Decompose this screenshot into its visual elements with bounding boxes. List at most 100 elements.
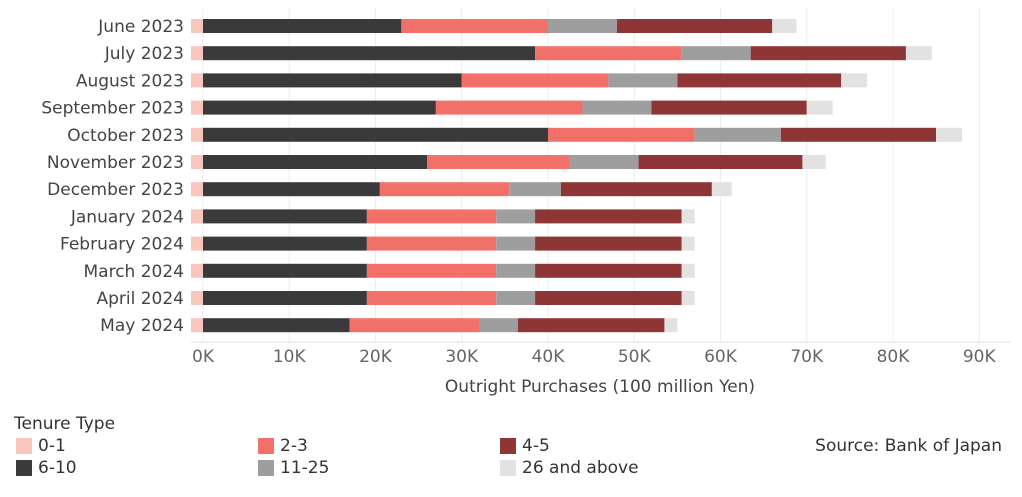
legend-label: 4-5 bbox=[522, 436, 550, 456]
legend-item: 0-1 bbox=[16, 436, 66, 456]
category-label: May 2024 bbox=[100, 316, 184, 336]
bar-segment bbox=[548, 127, 695, 142]
bar-segment bbox=[509, 182, 561, 197]
legend-swatch bbox=[500, 460, 516, 476]
legend-swatch bbox=[258, 438, 274, 454]
bar-segment bbox=[191, 209, 203, 224]
legend-label: 11-25 bbox=[280, 458, 330, 478]
legend-item: 11-25 bbox=[258, 458, 329, 478]
category-label: January 2024 bbox=[70, 207, 184, 227]
bar-segment bbox=[681, 291, 695, 305]
bar-segment bbox=[535, 46, 682, 61]
bar-segment bbox=[203, 209, 367, 224]
bar-segment bbox=[191, 155, 203, 169]
bar-segment bbox=[401, 19, 548, 33]
bar-segment bbox=[535, 236, 682, 251]
bar-segment bbox=[535, 263, 682, 278]
bar-segment bbox=[608, 73, 678, 88]
bar-segment bbox=[617, 19, 773, 33]
bar-segment bbox=[203, 291, 367, 305]
bar-segment bbox=[517, 318, 665, 333]
legend-item: 6-10 bbox=[16, 458, 77, 478]
x-tick-label: 50K bbox=[618, 347, 652, 367]
bar-segment bbox=[681, 263, 695, 278]
bar-segment bbox=[750, 46, 906, 61]
category-label: March 2024 bbox=[84, 262, 185, 282]
bar-segment bbox=[203, 155, 428, 169]
bar-segment bbox=[569, 155, 639, 169]
legend-item: 4-5 bbox=[500, 436, 550, 456]
bar-segment bbox=[780, 127, 937, 142]
bar-segment bbox=[496, 291, 536, 305]
bar-segment bbox=[191, 236, 203, 251]
bar-segment bbox=[806, 100, 833, 115]
x-tick-label: 10K bbox=[273, 347, 307, 367]
x-axis-ticks: 0K 10K 20K 30K 40K 50K 60K 70K 80K 90K bbox=[192, 347, 996, 367]
legend-swatch bbox=[16, 438, 32, 454]
bar-segment bbox=[841, 73, 868, 88]
bar-segment bbox=[427, 155, 570, 169]
category-label: October 2023 bbox=[67, 126, 184, 146]
bar-segment bbox=[802, 155, 826, 169]
legend-label: 0-1 bbox=[38, 436, 66, 456]
bar-segment bbox=[548, 19, 617, 33]
bar-segment bbox=[560, 182, 712, 197]
x-axis-title: Outright Purchases (100 million Yen) bbox=[445, 377, 755, 397]
bar-segment bbox=[191, 182, 203, 197]
bar-segment bbox=[203, 236, 367, 251]
bar-segment bbox=[496, 263, 536, 278]
bar-segment bbox=[535, 291, 682, 305]
bar-segment bbox=[191, 19, 203, 33]
bar-segment bbox=[582, 100, 652, 115]
category-labels: June 2023 July 2023 August 2023 September 2… bbox=[41, 17, 184, 336]
bar-segment bbox=[651, 100, 807, 115]
x-tick-label: 30K bbox=[445, 347, 479, 367]
bar-segment bbox=[203, 46, 536, 61]
x-tick-label: 90K bbox=[963, 347, 997, 367]
bar-segment bbox=[681, 209, 695, 224]
legend-title: Tenure Type bbox=[14, 414, 116, 434]
bar-segment bbox=[681, 236, 695, 251]
bars bbox=[191, 19, 962, 333]
x-tick-label: 60K bbox=[704, 347, 738, 367]
legend-label: 2-3 bbox=[280, 436, 308, 456]
source-note: Source: Bank of Japan bbox=[815, 436, 1002, 456]
legend-item: 2-3 bbox=[258, 436, 308, 456]
bar-segment bbox=[905, 46, 932, 61]
x-tick-label: 80K bbox=[877, 347, 911, 367]
bar-segment bbox=[366, 236, 497, 251]
legend-label: 26 and above bbox=[522, 458, 639, 478]
category-label: June 2023 bbox=[97, 17, 184, 37]
bar-segment bbox=[681, 46, 751, 61]
bar-segment bbox=[203, 263, 367, 278]
x-tick-label: 70K bbox=[790, 347, 824, 367]
bar-segment bbox=[535, 209, 682, 224]
bar-segment bbox=[496, 209, 536, 224]
bar-segment bbox=[191, 127, 203, 142]
category-label: July 2023 bbox=[104, 44, 184, 64]
category-label: September 2023 bbox=[41, 99, 184, 119]
bar-segment bbox=[191, 46, 203, 61]
bar-segment bbox=[664, 318, 678, 333]
bar-segment bbox=[191, 291, 203, 305]
bar-segment bbox=[677, 73, 842, 88]
gridlines bbox=[202, 8, 980, 342]
bar-segment bbox=[479, 318, 518, 333]
bar-segment bbox=[711, 182, 732, 197]
category-label: December 2023 bbox=[47, 180, 184, 200]
x-tick-label: 20K bbox=[359, 347, 393, 367]
bar-segment bbox=[203, 19, 402, 33]
bar-segment bbox=[349, 318, 479, 333]
bar-segment bbox=[191, 263, 203, 278]
category-label: August 2023 bbox=[76, 71, 184, 91]
bar-segment bbox=[191, 100, 203, 115]
bar-segment bbox=[203, 127, 548, 142]
legend-item: 26 and above bbox=[500, 458, 639, 478]
bar-segment bbox=[191, 318, 203, 333]
bar-segment bbox=[366, 263, 497, 278]
legend-label: 6-10 bbox=[38, 458, 77, 478]
bar-segment bbox=[772, 19, 797, 33]
bar-segment bbox=[496, 236, 536, 251]
x-tick-label: 0K bbox=[192, 347, 215, 367]
stacked-bar-chart: June 2023 July 2023 August 2023 September 2… bbox=[41, 8, 1010, 397]
